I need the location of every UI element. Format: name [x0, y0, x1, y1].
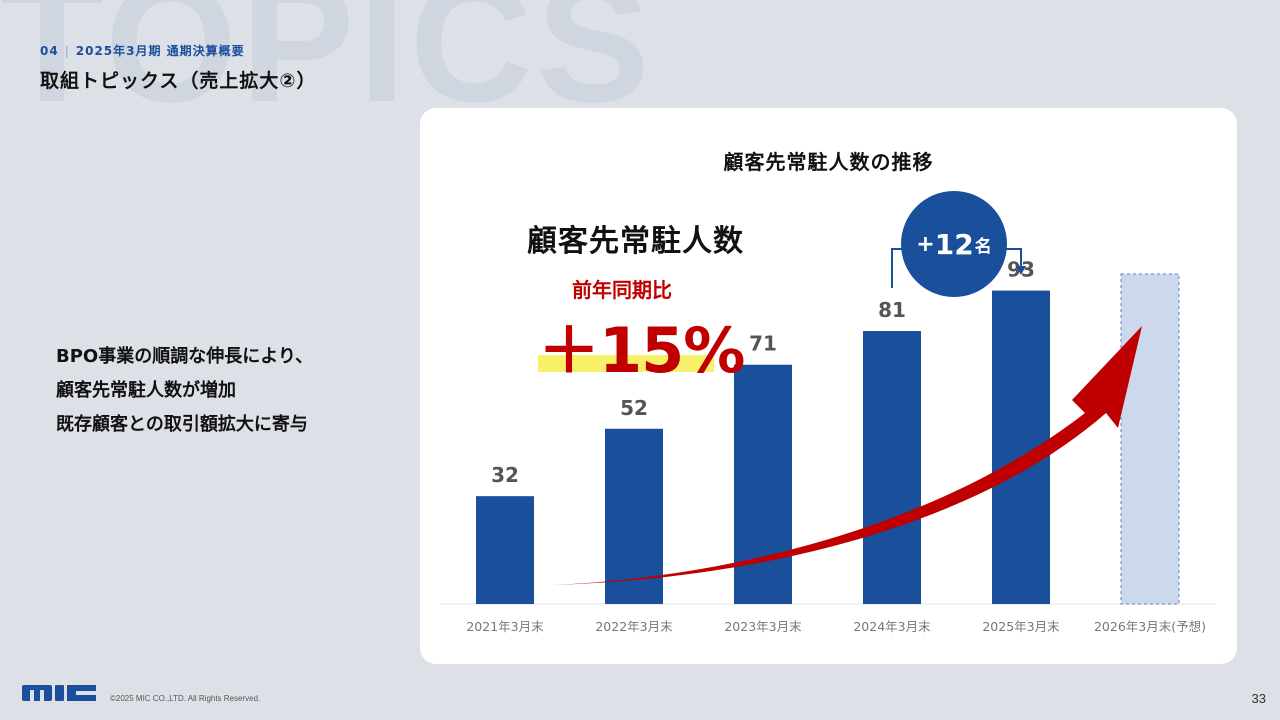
bar-3	[734, 364, 792, 604]
summary-line-1: BPO事業の順調な伸長により、	[56, 346, 314, 367]
x-tick-label-3: 2023年3月末	[724, 619, 802, 634]
metric-value: ＋15%	[538, 314, 745, 387]
growth-arrow	[553, 326, 1142, 585]
section-separator: |	[64, 44, 70, 58]
badge-unit: 名	[974, 236, 992, 257]
bar-1	[476, 496, 534, 604]
copyright-text: ©2025 MIC CO.,LTD. All Rights Reserved.	[110, 694, 261, 703]
metric-subtitle: 前年同期比	[572, 278, 672, 302]
section-number: 04	[40, 44, 59, 58]
page-number: 33	[1251, 691, 1266, 706]
bracket-arrowhead	[1016, 266, 1026, 275]
chart-title: 顧客先常駐人数の推移	[723, 150, 934, 174]
x-tick-label-2: 2022年3月末	[595, 619, 673, 634]
x-tick-label-4: 2024年3月末	[853, 619, 931, 634]
badge-number: 12	[934, 227, 974, 261]
section-header: 04 | 2025年3月期 通期決算概要	[40, 42, 245, 59]
bar-value-label-2: 52	[620, 396, 648, 420]
badge-plus: +	[916, 231, 935, 257]
summary-text: BPO事業の順調な伸長により、 顧客先常駐人数が増加 既存顧客との取引額拡大に寄…	[56, 340, 313, 442]
x-tick-label-1: 2021年3月末	[466, 619, 544, 634]
forecast-bar	[1120, 273, 1180, 605]
topics-watermark: TOPICS	[0, 0, 654, 138]
x-tick-label-5: 2025年3月末	[982, 619, 1060, 634]
bar-value-label-3: 71	[749, 332, 777, 356]
bar-value-label-1: 32	[491, 463, 519, 487]
summary-line-3: 既存顧客との取引額拡大に寄与	[56, 414, 308, 435]
bar-chart: 32 2021年3月末 52 2022年3月末 71 2023年3月末 81 2024年3月末…	[440, 248, 1216, 634]
section-name: 2025年3月期 通期決算概要	[75, 44, 245, 58]
metric-highlight-marker	[538, 355, 714, 372]
increase-badge: +12 名	[901, 191, 1007, 297]
bar-4	[863, 331, 921, 604]
x-tick-label-6: 2026年3月末(予想)	[1094, 619, 1206, 634]
metric-title: 顧客先常駐人数	[527, 224, 744, 259]
chart-card: 顧客先常駐人数の推移 32 2021年3月末 52 2022年3月末 71 2023年3月…	[420, 108, 1237, 664]
bar-value-label-4: 81	[878, 298, 906, 322]
summary-line-2: 顧客先常駐人数が増加	[56, 380, 236, 401]
bar-2	[605, 428, 663, 604]
mic-logo	[22, 685, 96, 701]
page-title: 取組トピックス（売上拡大②）	[40, 70, 317, 92]
